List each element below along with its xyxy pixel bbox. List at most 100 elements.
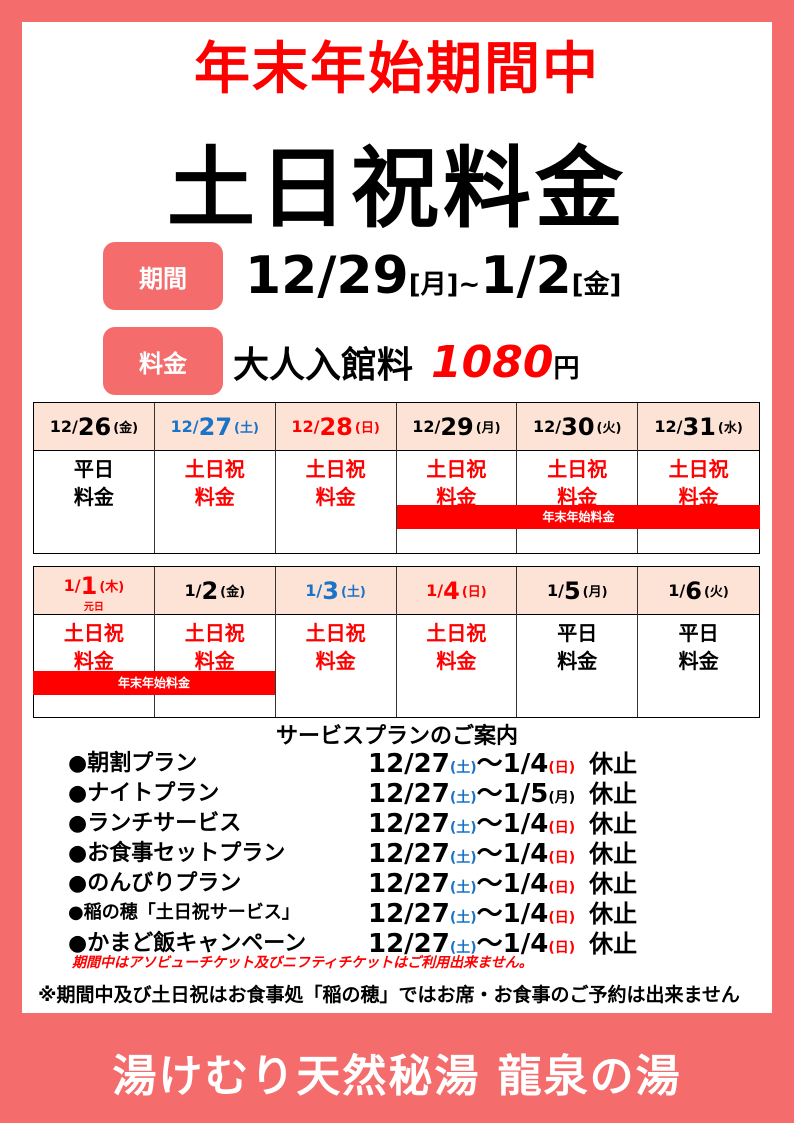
service-row: ●朝割プラン 12/27(土)～1/4(日) 休止 [68, 746, 728, 779]
day-month: 12/ [412, 417, 441, 436]
day-header: 12/26 (金) [34, 403, 154, 451]
rate-label: 土日祝 料金 [397, 455, 517, 511]
rate-label: 土日祝 料金 [276, 455, 396, 511]
title-line2: 土日祝料金 [166, 137, 627, 240]
year-end-band-1: 年末年始料金 [397, 505, 760, 529]
day-header: 12/30 (火) [517, 403, 638, 451]
rate-label: 平日 料金 [517, 619, 637, 675]
day-date: 6 [685, 576, 702, 605]
period-dates: 12/29 [月] ~ 1/2 [金] [245, 246, 621, 306]
rate-label: 土日祝 料金 [276, 619, 396, 675]
day-month: 12/ [533, 417, 562, 436]
to-date: 1/4 [502, 898, 549, 929]
to-date: 1/4 [502, 838, 549, 869]
calendar-day: 12/29 (月) 土日祝 料金 [396, 403, 518, 553]
day-month: 1/ [668, 581, 686, 600]
day-weekday: (木) [99, 580, 125, 595]
calendar-day: 1/1 (木) 元日 土日祝 料金 [34, 567, 155, 717]
period-end: 1/2 [480, 246, 572, 306]
title-line1: 年末年始期間中 [194, 37, 600, 102]
from-weekday: (土) [449, 939, 477, 956]
rate-label: 平日 料金 [34, 455, 154, 511]
service-row: ●のんびりプラン 12/27(土)～1/4(日) 休止 [68, 866, 728, 899]
service-status: 休止 [589, 899, 638, 928]
calendar-day: 1/3 (土) 土日祝 料金 [275, 567, 397, 717]
period-start: 12/29 [245, 246, 409, 306]
to-weekday: (月) [548, 789, 576, 806]
calendar-day: 1/5 (月) 平日 料金 [517, 567, 639, 717]
day-month: 1/ [426, 581, 444, 600]
service-name: ●かまど飯キャンペーン [68, 931, 307, 956]
day-header: 1/5 (月) [517, 567, 638, 615]
from-date: 12/27 [368, 838, 450, 869]
day-header: 1/3 (土) [275, 567, 396, 615]
day-date: 31 [682, 412, 716, 441]
service-status: 休止 [589, 869, 638, 898]
to-weekday: (日) [548, 939, 576, 956]
rate-line-1: 土日祝 [63, 621, 124, 645]
rate-line-1: 土日祝 [305, 621, 366, 645]
rate-line-1: 土日祝 [305, 457, 366, 481]
day-weekday: (月) [582, 585, 608, 600]
from-weekday: (土) [449, 909, 477, 926]
to-weekday: (日) [548, 909, 576, 926]
day-header: 1/6 (火) [638, 567, 759, 615]
to-date: 1/4 [502, 868, 549, 899]
day-date: 2 [201, 576, 219, 605]
rate-line-2: 料金 [73, 649, 114, 673]
rate-line-1: 平日 [73, 457, 114, 481]
service-status: 休止 [589, 749, 638, 778]
service-dates: 12/27(土)～1/4(日) [368, 833, 575, 870]
from-date: 12/27 [368, 928, 450, 959]
holiday-label: 元日 [83, 602, 104, 613]
calendar-day: 12/26 (金) 平日 料金 [34, 403, 155, 553]
rate-label: 土日祝 料金 [34, 619, 154, 675]
service-status: 休止 [589, 809, 638, 838]
to-weekday: (日) [548, 849, 576, 866]
fee-text: 大人入館料 [233, 345, 414, 386]
service-dates: 12/27(土)～1/5(月) [368, 773, 575, 810]
calendar-day: 1/6 (火) 平日 料金 [638, 567, 759, 717]
fee-badge: 料金 [103, 327, 223, 395]
from-weekday: (土) [449, 789, 477, 806]
period-start-weekday: [月] [408, 270, 459, 300]
to-date: 1/4 [502, 808, 549, 839]
day-weekday: (火) [703, 585, 729, 600]
calendar-day: 1/4 (日) 土日祝 料金 [396, 567, 518, 717]
service-name: ●ランチサービス [68, 811, 242, 836]
tilde: ～ [476, 778, 503, 809]
from-weekday: (土) [449, 759, 477, 776]
day-date: 1 [80, 571, 98, 600]
day-header: 12/31 (水) [638, 403, 759, 451]
fee-amount: 1080 [431, 337, 554, 388]
to-date: 1/4 [502, 748, 549, 779]
day-weekday: (土) [234, 421, 259, 436]
tilde: ～ [476, 898, 503, 929]
service-row: ●ナイトプラン 12/27(土)～1/5(月) 休止 [68, 776, 728, 809]
day-month: 1/ [305, 581, 323, 600]
day-weekday: (日) [354, 421, 380, 436]
period-sep: ~ [458, 270, 481, 300]
day-weekday: (火) [596, 421, 622, 436]
day-header: 1/1 (木) 元日 [34, 567, 154, 615]
day-month: 1/ [184, 581, 202, 600]
day-date: 3 [322, 576, 339, 605]
fee-info: 大人入館料 1080 円 [233, 336, 580, 388]
from-date: 12/27 [368, 868, 450, 899]
rate-line-2: 料金 [315, 649, 356, 673]
rate-label: 土日祝 料金 [638, 455, 759, 511]
rate-line-2: 料金 [315, 485, 356, 509]
day-date: 28 [319, 412, 353, 441]
calendar-day: 12/30 (火) 土日祝 料金 [517, 403, 639, 553]
tilde: ～ [476, 838, 503, 869]
rate-line-2: 料金 [678, 649, 719, 673]
day-header: 1/4 (日) [396, 567, 517, 615]
day-header: 12/27 (土) [154, 403, 275, 451]
rate-line-2: 料金 [194, 485, 235, 509]
day-date: 29 [440, 412, 474, 441]
service-row: ●稲の穂「土日祝サービス」 12/27(土)～1/4(日) 休止 [68, 896, 728, 929]
day-date: 5 [563, 576, 581, 605]
calendar-day: 12/27 (土) 土日祝 料金 [154, 403, 276, 553]
day-month: 12/ [654, 417, 683, 436]
day-weekday: (月) [475, 421, 501, 436]
